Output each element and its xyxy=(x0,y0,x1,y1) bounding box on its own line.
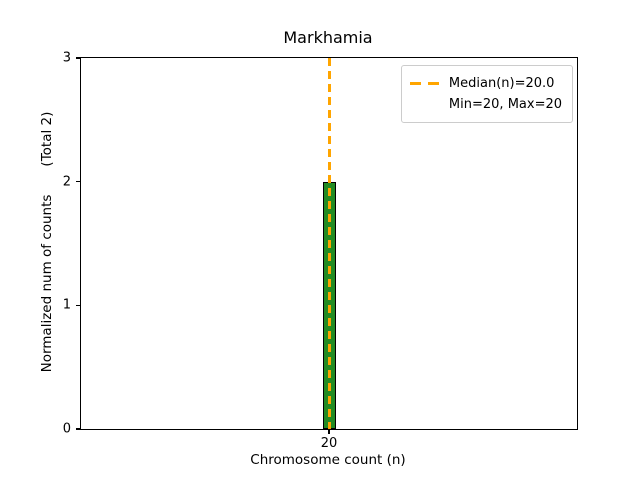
orange-dashed-line-icon xyxy=(409,82,440,85)
y-tick-label: 0 xyxy=(62,421,71,437)
y-axis-total-annotation: (Total 2) xyxy=(39,111,55,167)
x-tick-mark xyxy=(328,429,330,434)
chart-title: Markhamia xyxy=(283,28,373,47)
legend: Median(n)=20.0 Min=20, Max=20 xyxy=(400,65,573,123)
x-tick-label: 20 xyxy=(320,436,338,451)
legend-entry-median: Median(n)=20.0 xyxy=(409,73,562,94)
plot-area: Median(n)=20.0 Min=20, Max=20 0 1 2 3 20 xyxy=(63,52,578,450)
median-line xyxy=(327,58,331,429)
y-tick-mark xyxy=(76,57,81,59)
legend-empty-handle xyxy=(410,103,440,106)
y-tick-label: 1 xyxy=(62,297,71,313)
y-tick-mark xyxy=(76,304,81,307)
legend-label-median: Median(n)=20.0 xyxy=(448,76,555,91)
y-tick-mark xyxy=(76,180,81,183)
y-tick-mark xyxy=(76,428,81,430)
legend-entry-minmax: Min=20, Max=20 xyxy=(410,94,562,115)
y-tick-label: 3 xyxy=(62,50,71,66)
legend-label-minmax: Min=20, Max=20 xyxy=(448,97,562,112)
y-axis-label-text: Normalized num of counts xyxy=(39,194,55,373)
y-tick-label: 2 xyxy=(62,174,71,190)
x-axis-label: Chromosome count (n) xyxy=(250,452,406,468)
y-axis-label: Normalized num of counts (Total 2) xyxy=(39,112,55,373)
